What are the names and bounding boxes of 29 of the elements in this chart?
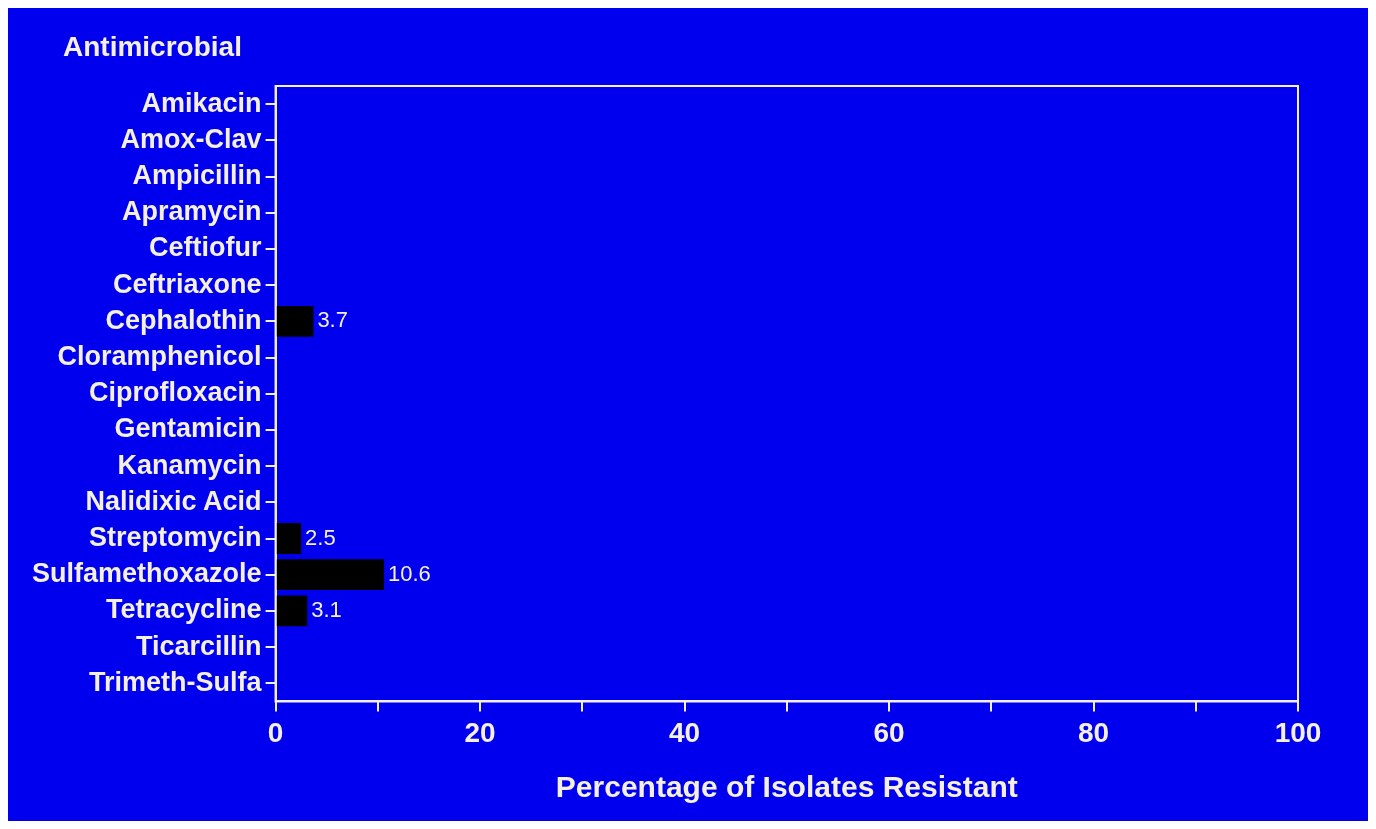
x-tick-label: 100: [1274, 716, 1322, 748]
y-tick-label: Trimeth-Sulfa: [89, 666, 263, 697]
x-axis-title: Percentage of Isolates Resistant: [555, 770, 1018, 804]
y-tick-label: Amox-Clav: [120, 123, 262, 154]
y-tick-label: Tetracycline: [105, 594, 262, 625]
y-tick-label: Ticarcillin: [135, 630, 262, 661]
data-label: 2.5: [305, 524, 336, 550]
y-tick-label: Cloramphenicol: [57, 340, 262, 371]
data-label: 3.7: [317, 307, 348, 333]
y-tick-label: Kanamycin: [117, 449, 262, 480]
y-tick-label: Ceftiofur: [149, 232, 263, 263]
y-tick-label: Apramycin: [121, 196, 262, 227]
y-axis-title: Antimicrobial: [63, 30, 242, 62]
y-tick-label: Ceftriaxone: [113, 268, 262, 299]
y-tick-label: Streptomycin: [89, 521, 262, 552]
data-label: 10.6: [387, 560, 431, 586]
y-tick-label: Ciprofloxacin: [89, 377, 262, 408]
y-tick-label: Nalidixic Acid: [85, 485, 262, 516]
y-tick-label: Sulfamethoxazole: [31, 558, 262, 589]
y-tick-label: Amikacin: [141, 87, 262, 118]
x-tick-label: 40: [668, 716, 701, 748]
x-tick-label: 20: [464, 716, 496, 748]
x-tick-label: 80: [1077, 716, 1110, 748]
data-label: 3.1: [311, 596, 342, 622]
y-tick-label: Gentamicin: [114, 413, 262, 444]
x-tick-label: 60: [873, 716, 905, 748]
x-tick-label: 0: [267, 716, 284, 748]
y-tick-label: Ampicillin: [132, 159, 262, 190]
y-tick-label: Cephalothin: [105, 304, 262, 335]
